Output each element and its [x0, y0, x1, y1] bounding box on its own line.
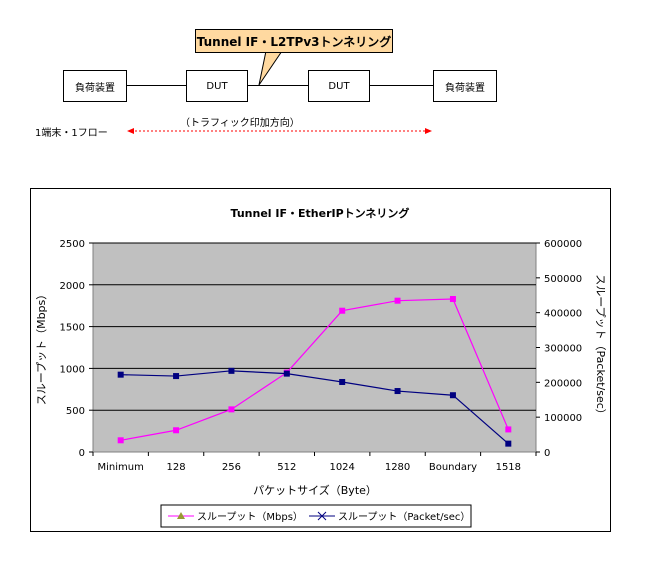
data-point — [339, 307, 346, 314]
connection-line-right — [368, 85, 434, 86]
data-point — [394, 388, 401, 395]
data-point — [228, 367, 235, 374]
x-tick-label: 512 — [277, 462, 296, 473]
tunnel-callout: Tunnel IF・L2TPv3トンネリング — [195, 29, 393, 53]
data-point — [394, 297, 401, 304]
data-point — [449, 392, 456, 399]
y-tick-label: 1000 — [60, 364, 85, 375]
x-tick-label: 256 — [222, 462, 241, 473]
y-tick-label: 500 — [66, 406, 85, 417]
plot-area — [92, 242, 537, 453]
connection-line-middle — [246, 85, 309, 86]
x-tick-label: 1518 — [496, 462, 521, 473]
data-point — [117, 437, 124, 444]
data-point — [505, 440, 512, 447]
data-point — [339, 378, 346, 385]
y2-axis-label: スループット（Packet/sec） — [594, 274, 607, 420]
y2-tick-label: 100000 — [544, 413, 582, 424]
x-tick-label: 1280 — [385, 462, 410, 473]
connection-line-left — [125, 85, 187, 86]
data-point — [505, 426, 512, 433]
y2-tick-label: 0 — [544, 448, 550, 459]
chart-frame: Tunnel IF・EtherIPトンネリング 0 500 1000 1500 2000… — [30, 188, 611, 532]
legend-marker-x — [317, 511, 327, 521]
data-point — [117, 371, 124, 378]
data-point — [228, 406, 235, 413]
y2-tick-label: 400000 — [544, 309, 582, 320]
data-point — [173, 373, 180, 380]
legend-marker-triangle — [177, 512, 185, 519]
x-tick-label: Boundary — [429, 462, 477, 473]
y-tick-label: 1500 — [60, 323, 85, 334]
x-tick-label: 1024 — [329, 462, 354, 473]
load-device-left: 負荷装置 — [63, 70, 127, 102]
chart-title: Tunnel IF・EtherIPトンネリング — [231, 206, 410, 220]
series-line-0 — [120, 298, 509, 441]
y2-tick-label: 300000 — [544, 344, 582, 355]
y-tick-label: 2000 — [60, 281, 85, 292]
data-point — [173, 427, 180, 434]
y2-tick-label: 200000 — [544, 378, 582, 389]
series-line-1 — [120, 370, 509, 445]
dut-right: DUT — [308, 70, 370, 102]
legend-label-pps: スループット（Packet/sec） — [338, 511, 470, 523]
legend: スループット（Mbps） スループット（Packet/sec） — [160, 504, 472, 528]
data-point — [449, 296, 456, 303]
flow-label: 1端末・1フロー — [35, 128, 108, 139]
x-tick-label: 128 — [167, 462, 186, 473]
x-tick-label: Minimum — [98, 462, 144, 473]
legend-label-mbps: スループット（Mbps） — [197, 511, 303, 523]
data-point — [283, 370, 290, 377]
throughput-chart: Tunnel IF・EtherIPトンネリング 0 500 1000 1500 2000… — [35, 206, 607, 528]
y2-tick-label: 500000 — [544, 274, 582, 285]
load-device-right: 負荷装置 — [433, 70, 497, 102]
y-axis-label: スループット（Mbps） — [35, 289, 48, 406]
direction-label: （トラフィック印加方向） — [180, 118, 300, 129]
y-tick-label: 2500 — [60, 239, 85, 250]
x-axis-label: パケットサイズ（Byte） — [253, 483, 377, 497]
dut-left: DUT — [186, 70, 248, 102]
y2-tick-label: 600000 — [544, 239, 582, 250]
y-tick-label: 0 — [79, 448, 85, 459]
